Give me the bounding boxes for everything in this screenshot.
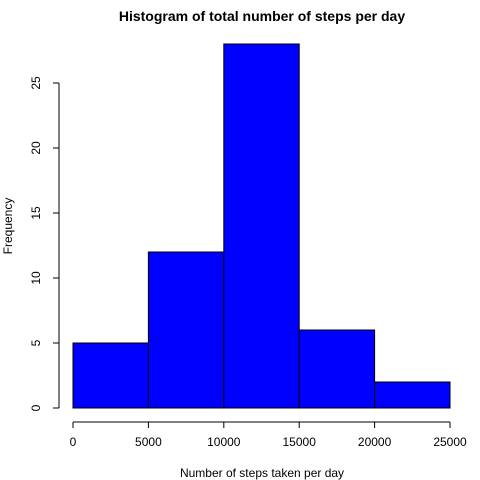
y-tick-label: 15 [29, 206, 43, 220]
y-tick-label: 5 [29, 339, 43, 346]
histogram-bar-1 [72, 342, 149, 409]
bars-group [72, 43, 451, 409]
histogram-bar-5 [374, 381, 451, 409]
x-tick-label: 15000 [283, 435, 317, 449]
chart-title: Histogram of total number of steps per d… [119, 8, 405, 24]
y-axis: 0 5 10 15 20 25 [29, 76, 60, 411]
y-tick-label: 20 [29, 141, 43, 155]
histogram-bar-2 [147, 251, 225, 409]
y-axis-label: Frequency [1, 198, 15, 255]
x-tick-label: 10000 [207, 435, 241, 449]
x-tick-label: 5000 [135, 435, 162, 449]
x-axis: 0 5000 10000 15000 20000 25000 [70, 421, 467, 449]
x-axis-label: Number of steps taken per day [180, 466, 344, 480]
y-tick-label: 10 [29, 271, 43, 285]
y-tick-label: 0 [29, 404, 43, 411]
x-tick-label: 25000 [433, 435, 467, 449]
histogram-bar-3 [223, 43, 300, 409]
histogram-bar-4 [298, 329, 376, 409]
x-tick-label: 20000 [358, 435, 392, 449]
y-tick-label: 25 [29, 76, 43, 90]
x-tick-label: 0 [70, 435, 77, 449]
